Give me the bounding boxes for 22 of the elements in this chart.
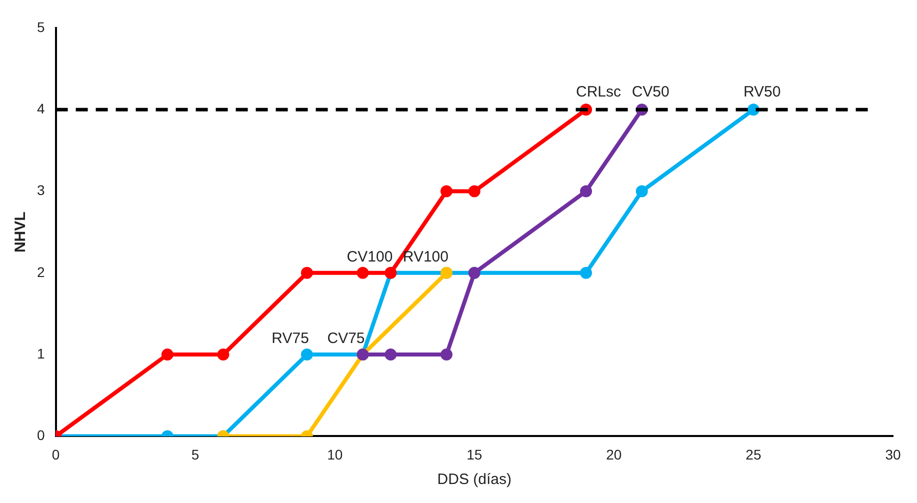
y-tick-label: 5 <box>36 18 45 35</box>
series-label: RV50 <box>743 83 781 100</box>
series-label: CV50 <box>632 83 670 100</box>
y-tick-label: 0 <box>36 427 45 444</box>
y-axis-title: NHVL <box>12 212 30 253</box>
x-tick-label: 25 <box>746 446 762 462</box>
x-tick-label: 15 <box>466 446 482 462</box>
x-tick-label: 0 <box>52 446 60 462</box>
x-tick-label: 20 <box>606 446 622 462</box>
y-tick-label: 2 <box>36 264 45 280</box>
y-tick-label: 3 <box>36 182 45 198</box>
x-axis-title: DDS (días) <box>437 471 512 488</box>
x-tick-label: 10 <box>327 446 343 462</box>
annotation: RV100 <box>402 248 448 266</box>
series-label: CRLsc <box>576 83 622 100</box>
y-tick-label: 1 <box>36 345 45 362</box>
annotation: CV75 <box>327 330 365 348</box>
y-tick-label: 4 <box>36 100 45 116</box>
x-tick-label: 30 <box>885 446 901 462</box>
annotation: CV100 <box>346 248 393 266</box>
annotation: RV75 <box>272 330 309 348</box>
x-tick-label: 5 <box>191 446 200 462</box>
